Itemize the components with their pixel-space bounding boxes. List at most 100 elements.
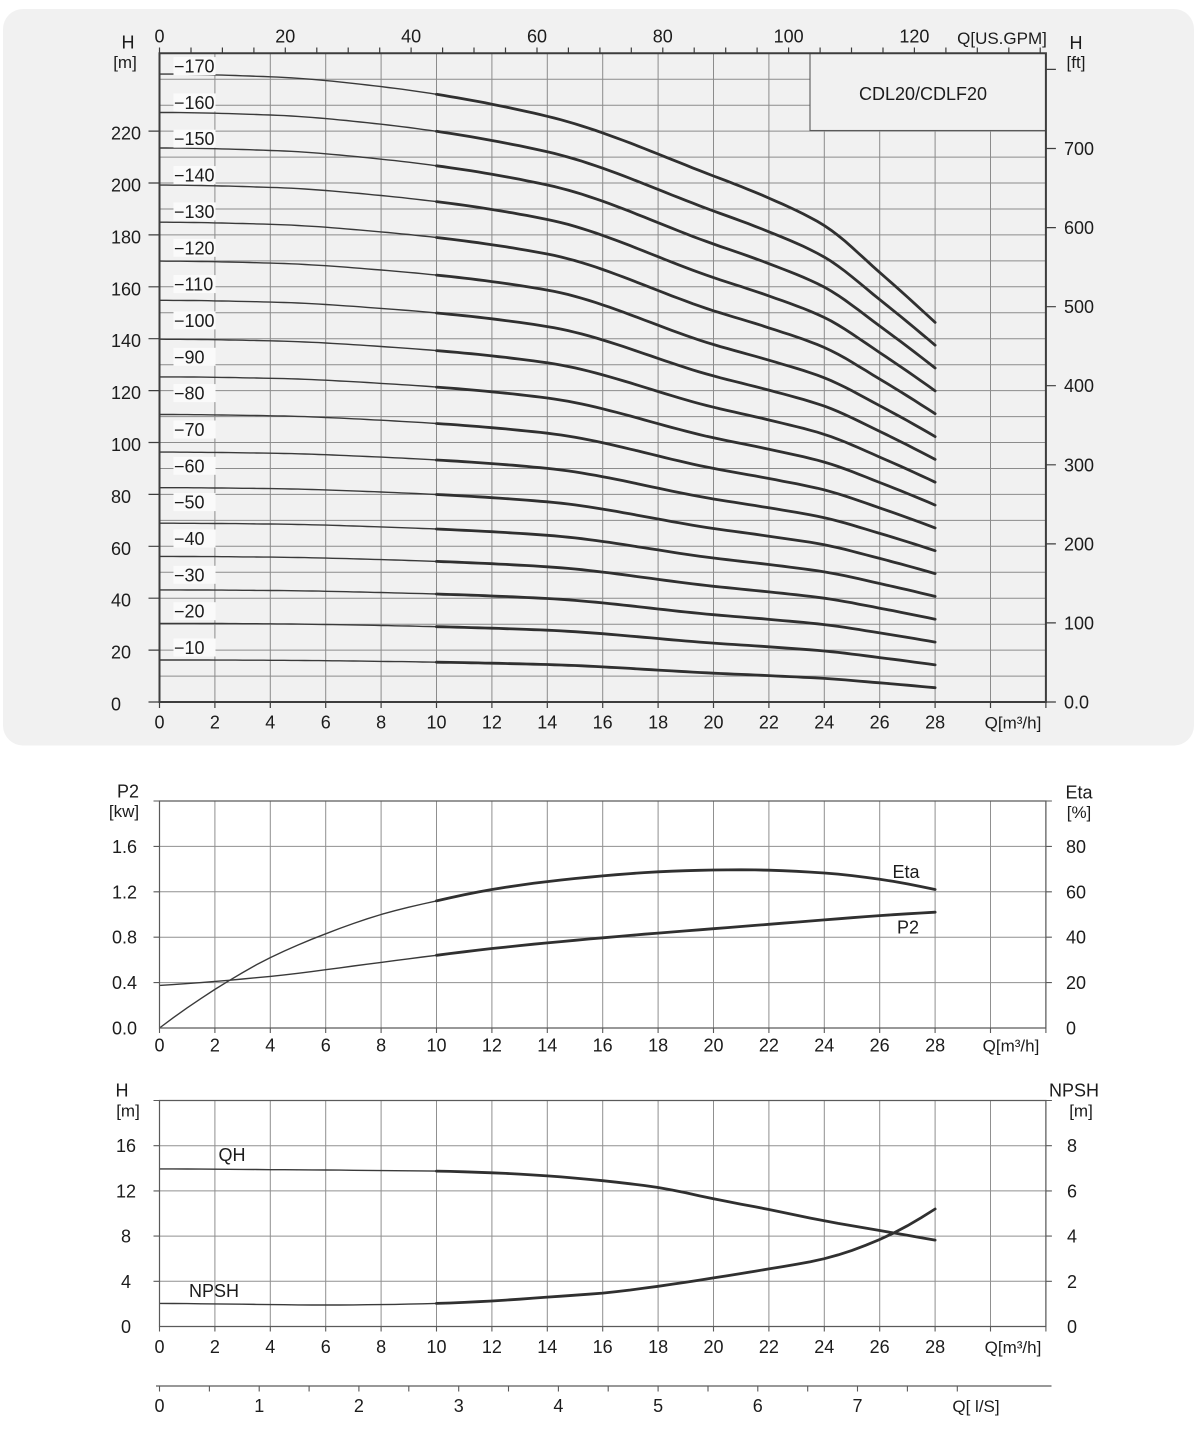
svg-text:0: 0 [1066, 1019, 1076, 1039]
svg-text:−40: −40 [174, 529, 205, 549]
svg-text:−50: −50 [174, 493, 205, 513]
svg-text:140: 140 [111, 331, 141, 351]
svg-text:NPSH: NPSH [189, 1281, 239, 1301]
svg-text:22: 22 [759, 1337, 779, 1357]
svg-text:10: 10 [426, 1337, 446, 1357]
svg-text:220: 220 [111, 124, 141, 144]
svg-text:−160: −160 [174, 93, 215, 113]
svg-text:0: 0 [154, 27, 164, 47]
svg-text:4: 4 [265, 1036, 275, 1056]
svg-text:[kw]: [kw] [109, 802, 139, 821]
svg-text:−170: −170 [174, 57, 215, 77]
svg-text:−120: −120 [174, 238, 215, 258]
svg-text:14: 14 [537, 1337, 557, 1357]
svg-text:700: 700 [1064, 139, 1094, 159]
svg-text:40: 40 [1066, 928, 1086, 948]
svg-text:7: 7 [852, 1396, 862, 1416]
svg-text:−90: −90 [174, 347, 205, 367]
svg-text:12: 12 [482, 1036, 502, 1056]
svg-text:18: 18 [648, 1036, 668, 1056]
svg-text:2: 2 [210, 1337, 220, 1357]
svg-text:60: 60 [1066, 882, 1086, 902]
svg-text:−100: −100 [174, 311, 215, 331]
svg-text:28: 28 [925, 1036, 945, 1056]
svg-text:60: 60 [111, 539, 131, 559]
svg-text:400: 400 [1064, 376, 1094, 396]
svg-text:QH: QH [219, 1145, 246, 1165]
svg-text:0.8: 0.8 [112, 928, 137, 948]
svg-text:−30: −30 [174, 565, 205, 585]
svg-text:0: 0 [154, 1396, 164, 1416]
svg-text:Q[m³/h]: Q[m³/h] [985, 1338, 1042, 1357]
svg-text:8: 8 [376, 1337, 386, 1357]
svg-text:26: 26 [870, 713, 890, 733]
svg-text:2: 2 [210, 1036, 220, 1056]
svg-text:8: 8 [376, 1036, 386, 1056]
svg-text:0: 0 [154, 713, 164, 733]
svg-text:4: 4 [1067, 1227, 1077, 1247]
svg-text:0: 0 [121, 1317, 131, 1337]
svg-text:6: 6 [1067, 1181, 1077, 1201]
svg-text:80: 80 [653, 27, 673, 47]
svg-text:Q[US.GPM]: Q[US.GPM] [957, 29, 1047, 48]
svg-text:8: 8 [376, 713, 386, 733]
svg-text:2: 2 [354, 1396, 364, 1416]
svg-text:−110: −110 [174, 275, 213, 295]
svg-text:80: 80 [111, 487, 131, 507]
svg-text:4: 4 [265, 1337, 275, 1357]
svg-text:6: 6 [321, 713, 331, 733]
svg-text:2: 2 [210, 713, 220, 733]
svg-text:[ft]: [ft] [1067, 53, 1086, 72]
svg-text:22: 22 [759, 1036, 779, 1056]
svg-text:0.0: 0.0 [112, 1019, 137, 1039]
svg-text:16: 16 [116, 1136, 136, 1156]
svg-text:[m]: [m] [1069, 1102, 1093, 1121]
svg-text:200: 200 [1064, 534, 1094, 554]
svg-text:8: 8 [121, 1227, 131, 1247]
svg-text:24: 24 [814, 1337, 834, 1357]
svg-text:200: 200 [111, 176, 141, 196]
svg-text:0.4: 0.4 [112, 973, 137, 993]
svg-text:0: 0 [1067, 1317, 1077, 1337]
svg-text:10: 10 [426, 1036, 446, 1056]
svg-text:5: 5 [653, 1396, 663, 1416]
svg-text:Q[m³/h]: Q[m³/h] [983, 1037, 1040, 1056]
svg-text:12: 12 [482, 1337, 502, 1357]
svg-text:20: 20 [703, 1337, 723, 1357]
svg-text:0: 0 [154, 1036, 164, 1056]
svg-text:−130: −130 [174, 202, 215, 222]
svg-text:20: 20 [703, 1036, 723, 1056]
svg-text:2: 2 [1067, 1272, 1077, 1292]
svg-text:500: 500 [1064, 297, 1094, 317]
svg-text:16: 16 [593, 713, 613, 733]
svg-text:H: H [1070, 33, 1083, 53]
svg-text:8: 8 [1067, 1136, 1077, 1156]
svg-text:14: 14 [537, 713, 557, 733]
svg-text:100: 100 [774, 27, 804, 47]
svg-text:26: 26 [870, 1337, 890, 1357]
svg-text:0: 0 [154, 1337, 164, 1357]
svg-text:24: 24 [814, 713, 834, 733]
svg-text:18: 18 [648, 1337, 668, 1357]
svg-text:6: 6 [753, 1396, 763, 1416]
svg-text:80: 80 [1066, 837, 1086, 857]
svg-text:12: 12 [116, 1181, 136, 1201]
svg-text:−70: −70 [174, 420, 205, 440]
svg-text:120: 120 [111, 383, 141, 403]
svg-text:−60: −60 [174, 456, 205, 476]
svg-text:−10: −10 [174, 638, 205, 658]
svg-text:−140: −140 [174, 166, 215, 186]
svg-text:180: 180 [111, 227, 141, 247]
svg-text:40: 40 [401, 27, 421, 47]
svg-text:−20: −20 [174, 602, 205, 622]
svg-text:100: 100 [111, 435, 141, 455]
svg-text:120: 120 [899, 27, 929, 47]
svg-text:H: H [122, 33, 135, 53]
svg-text:Eta: Eta [1065, 783, 1093, 803]
svg-text:60: 60 [527, 27, 547, 47]
svg-text:20: 20 [703, 713, 723, 733]
svg-text:3: 3 [454, 1396, 464, 1416]
svg-text:P2: P2 [897, 918, 919, 938]
svg-text:28: 28 [925, 713, 945, 733]
svg-text:16: 16 [593, 1337, 613, 1357]
